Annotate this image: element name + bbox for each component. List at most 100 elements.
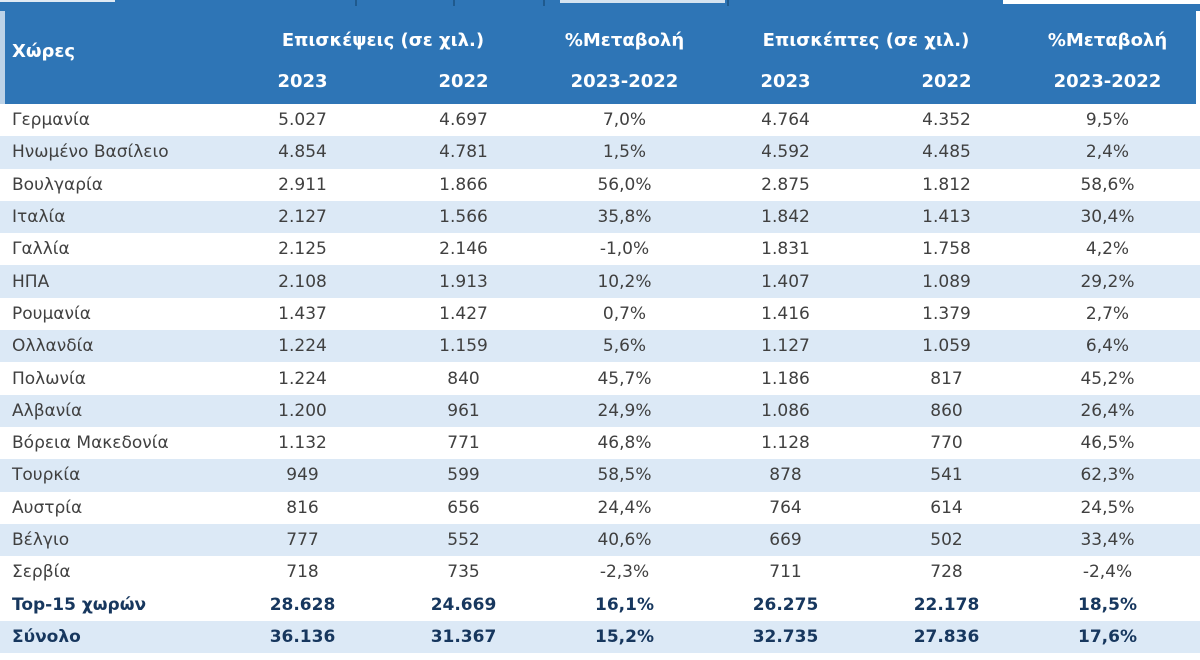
table-row: Αυστρία 816 656 24,4% 764 614 24,5% <box>0 491 1200 524</box>
visitors-change-cell: 2,7% <box>1085 303 1130 324</box>
table-row: Βέλγιο 777 552 40,6% 669 502 33,4% <box>0 523 1200 557</box>
visits-change-cell: -1,0% <box>599 239 650 260</box>
visits-change-cell: 24,9% <box>597 400 652 421</box>
visitors-2022-cell: 4.485 <box>922 142 971 163</box>
year-header-visits-2022: 2022 <box>438 71 489 92</box>
visitors-change-cell: 30,4% <box>1080 207 1135 228</box>
visits-2023-cell: 1.132 <box>278 433 327 454</box>
visits-2022-cell: 552 <box>447 530 480 550</box>
visits-2023-cell: 1.437 <box>278 303 327 324</box>
table-row: Σερβία 718 735 -2,3% 711 728 -2,4% <box>0 556 1200 589</box>
year-header-visitors-2022: 2022 <box>921 71 972 92</box>
visits-change-cell: 16,1% <box>595 594 654 615</box>
visits-change-cell: 46,8% <box>597 433 652 454</box>
visits-2023-cell: 777 <box>286 530 319 550</box>
visitors-2022-cell: 1.413 <box>922 207 971 228</box>
visits-2022-cell: 656 <box>447 497 480 518</box>
visitors-2023-cell: 1.086 <box>761 400 810 421</box>
visits-2023-cell: 2.911 <box>278 174 327 195</box>
visitors-2022-cell: 1.059 <box>922 336 971 357</box>
visits-2023-cell: 2.127 <box>278 207 327 228</box>
country-name: Σερβία <box>12 562 71 583</box>
visitors-change-cell: 26,4% <box>1080 400 1135 421</box>
table-row: Πολωνία 1.224 840 45,7% 1.186 817 45,2% <box>0 362 1200 395</box>
table-row: ΗΠΑ 2.108 1.913 10,2% 1.407 1.089 29,2% <box>0 265 1200 298</box>
visitors-2023-cell: 1.128 <box>761 433 810 454</box>
visitors-change-cell: 17,6% <box>1078 626 1137 647</box>
visits-2023-cell: 5.027 <box>278 110 327 131</box>
strip-highlight <box>0 0 115 2</box>
table-row: Γαλλία 2.125 2.146 -1,0% 1.831 1.758 4,2% <box>0 233 1200 266</box>
visitors-2023-cell: 669 <box>769 530 802 550</box>
header-band <box>5 11 1196 104</box>
visits-2022-cell: 735 <box>447 562 480 583</box>
visits-change-cell: 24,4% <box>597 497 652 518</box>
country-name: Βέλγιο <box>12 530 70 550</box>
country-name: Πολωνία <box>12 368 86 389</box>
visits-2022-cell: 599 <box>447 465 480 486</box>
visitors-2023-cell: 4.764 <box>761 110 810 131</box>
table-header: Χώρες Επισκέψεις (σε χιλ.) %Μεταβολή Επι… <box>0 11 1200 104</box>
visits-2023-cell: 1.224 <box>278 336 327 357</box>
visits-2022-cell: 24.669 <box>430 594 497 615</box>
visitors-2023-cell: 764 <box>769 497 802 518</box>
year-header-visits-change: 2023-2022 <box>570 71 679 92</box>
visitors-2023-cell: 2.875 <box>761 174 810 195</box>
visits-2022-cell: 1.427 <box>439 303 488 324</box>
table-row: Τουρκία 949 599 58,5% 878 541 62,3% <box>0 459 1200 492</box>
column-group-visitors-change: %Μεταβολή <box>1047 29 1168 51</box>
country-name: Βουλγαρία <box>12 174 103 195</box>
visitors-2022-cell: 1.089 <box>922 271 971 292</box>
strip-highlight <box>1003 0 1200 4</box>
table-row: Αλβανία 1.200 961 24,9% 1.086 860 26,4% <box>0 394 1200 427</box>
column-group-visitors: Επισκέπτες (σε χιλ.) <box>762 29 970 51</box>
visits-change-cell: 58,5% <box>597 465 652 486</box>
column-header-countries: Χώρες <box>12 41 76 62</box>
visitors-2022-cell: 1.379 <box>922 303 971 324</box>
visits-2022-cell: 771 <box>447 433 480 454</box>
column-group-visits-change: %Μεταβολή <box>564 29 685 51</box>
visits-change-cell: 7,0% <box>602 110 647 131</box>
header-left-edge <box>0 11 5 104</box>
total-label: Σύνολο <box>12 626 81 647</box>
visitors-2022-cell: 541 <box>930 465 963 486</box>
visits-2022-cell: 961 <box>447 400 480 421</box>
visitors-2022-cell: 22.178 <box>913 594 980 615</box>
visits-change-cell: 45,7% <box>597 368 652 389</box>
table-row: Ιταλία 2.127 1.566 35,8% 1.842 1.413 30,4% <box>0 200 1200 234</box>
country-name: Βόρεια Μακεδονία <box>12 433 169 454</box>
visits-2023-cell: 816 <box>286 497 319 518</box>
visits-2023-cell: 2.108 <box>278 271 327 292</box>
visits-2023-cell: 36.136 <box>269 626 336 647</box>
visits-2022-cell: 4.697 <box>439 110 488 131</box>
visits-2023-cell: 718 <box>286 562 319 583</box>
year-header-visits-2023: 2023 <box>277 71 328 92</box>
year-header-visitors-2023: 2023 <box>760 71 811 92</box>
table-row: Ηνωμένο Βασίλειο 4.854 4.781 1,5% 4.592 4.485… <box>0 136 1200 169</box>
visits-2022-cell: 1.159 <box>439 336 488 357</box>
visits-2022-cell: 2.146 <box>439 239 488 260</box>
strip-tick <box>543 0 545 6</box>
visitors-2023-cell: 4.592 <box>761 142 810 163</box>
visits-2022-cell: 1.913 <box>439 271 488 292</box>
country-name: Ιταλία <box>12 207 66 228</box>
visitors-2023-cell: 1.127 <box>761 336 810 357</box>
visitors-2023-cell: 1.186 <box>761 368 810 389</box>
table-body: Γερμανία 5.027 4.697 7,0% 4.764 4.352 9,5% Ηνωμ… <box>0 104 1200 654</box>
visits-change-cell: 1,5% <box>602 142 647 163</box>
visits-2023-cell: 1.200 <box>278 400 327 421</box>
visitors-2023-cell: 711 <box>769 562 802 583</box>
total-label: Top-15 χωρών <box>12 594 147 615</box>
visitors-2022-cell: 1.812 <box>922 174 971 195</box>
visitors-change-cell: 24,5% <box>1080 497 1135 518</box>
country-name: Ηνωμένο Βασίλειο <box>12 142 169 163</box>
visitors-change-cell: 58,6% <box>1080 174 1135 195</box>
visitors-2023-cell: 32.735 <box>752 626 819 647</box>
visitors-2023-cell: 1.407 <box>761 271 810 292</box>
table-row: Βόρεια Μακεδονία 1.132 771 46,8% 1.128 770 46,… <box>0 426 1200 460</box>
visits-2023-cell: 949 <box>286 465 319 486</box>
table-row: Ολλανδία 1.224 1.159 5,6% 1.127 1.059 6,4% <box>0 330 1200 363</box>
country-name: ΗΠΑ <box>12 271 50 292</box>
visitors-change-cell: 4,2% <box>1085 239 1130 260</box>
